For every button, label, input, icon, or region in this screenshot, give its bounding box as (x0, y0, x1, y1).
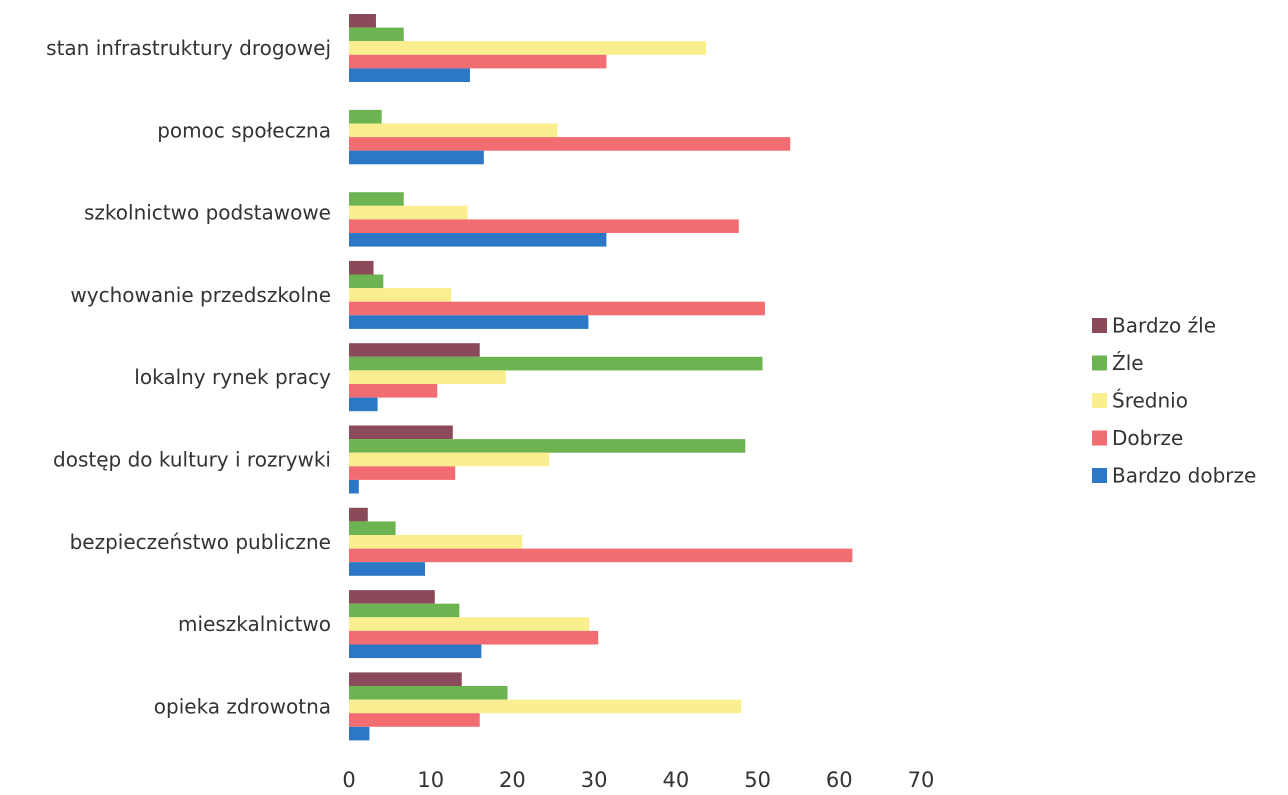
legend-label-dobrze: Dobrze (1112, 426, 1183, 450)
x-tick-label-40: 40 (662, 768, 689, 792)
bar-bardzo-zle-lokalny-rynek-pracy (349, 343, 480, 357)
bar-srednio-bezpieczenstwo-publiczne (349, 535, 523, 549)
category-label-szkolnictwo-podstawowe: szkolnictwo podstawowe (84, 201, 331, 225)
x-tick-label-0: 0 (342, 768, 355, 792)
legend-label-srednio: Średnio (1112, 389, 1188, 413)
bar-srednio-stan-infrastruktury-drogowej (349, 41, 707, 55)
bars-layer (349, 14, 853, 741)
bar-dobrze-stan-infrastruktury-drogowej (349, 54, 607, 69)
bar-bardzo-dobrze-pomoc-spoleczna (349, 150, 484, 165)
bar-bardzo-dobrze-lokalny-rynek-pracy (349, 397, 378, 412)
bar-zle-bezpieczenstwo-publiczne (349, 521, 396, 535)
bar-dobrze-lokalny-rynek-pracy (349, 384, 438, 398)
category-label-stan-infrastruktury-drogowej: stan infrastruktury drogowej (46, 36, 331, 60)
bar-bardzo-zle-stan-infrastruktury-drogowej (349, 14, 376, 28)
category-label-opieka-zdrowotna: opieka zdrowotna (154, 694, 331, 718)
bar-srednio-lokalny-rynek-pracy (349, 370, 506, 384)
bar-bardzo-dobrze-dostep-do-kultury-i-rozrywki (349, 479, 359, 494)
legend-label-bardzo-dobrze: Bardzo dobrze (1112, 464, 1256, 488)
legend-swatch-zle (1092, 355, 1107, 371)
bar-zle-lokalny-rynek-pracy (349, 356, 763, 371)
category-label-pomoc-spoleczna: pomoc społeczna (157, 118, 331, 142)
bar-zle-pomoc-spoleczna (349, 109, 382, 124)
category-label-wychowanie-przedszkolne: wychowanie przedszkolne (70, 283, 331, 307)
bar-dobrze-pomoc-spoleczna (349, 137, 791, 151)
bar-bardzo-dobrze-szkolnictwo-podstawowe (349, 233, 607, 247)
axis-layer: stan infrastruktury drogowej pomoc społec… (46, 36, 934, 792)
x-tick-label-60: 60 (826, 768, 853, 792)
bar-srednio-mieszkalnictwo (349, 617, 590, 631)
bar-bardzo-dobrze-stan-infrastruktury-drogowej (349, 68, 470, 82)
bar-dobrze-opieka-zdrowotna (349, 713, 480, 727)
bar-zle-szkolnictwo-podstawowe (349, 192, 404, 206)
bar-zle-opieka-zdrowotna (349, 686, 508, 700)
legend-label-zle: Źle (1112, 351, 1144, 375)
bar-zle-wychowanie-przedszkolne (349, 274, 384, 289)
bar-dobrze-dostep-do-kultury-i-rozrywki (349, 466, 456, 480)
bar-bardzo-zle-wychowanie-przedszkolne (349, 260, 374, 275)
category-label-bezpieczenstwo-publiczne: bezpieczeństwo publiczne (70, 530, 331, 554)
x-tick-label-50: 50 (744, 768, 771, 792)
bar-srednio-szkolnictwo-podstawowe (349, 205, 468, 220)
bar-bardzo-zle-opieka-zdrowotna (349, 672, 462, 686)
bar-dobrze-szkolnictwo-podstawowe (349, 219, 739, 233)
x-tick-label-30: 30 (581, 768, 608, 792)
bar-bardzo-dobrze-mieszkalnictwo (349, 644, 482, 659)
legend-label-bardzo-zle: Bardzo źle (1112, 314, 1216, 338)
bar-dobrze-wychowanie-przedszkolne (349, 301, 765, 316)
bar-srednio-dostep-do-kultury-i-rozrywki (349, 452, 550, 467)
legend-swatch-srednio (1092, 393, 1107, 408)
bar-srednio-wychowanie-przedszkolne (349, 288, 452, 302)
bar-srednio-opieka-zdrowotna (349, 699, 742, 714)
category-label-mieszkalnictwo: mieszkalnictwo (178, 612, 331, 636)
bar-zle-stan-infrastruktury-drogowej (349, 27, 404, 42)
bar-srednio-pomoc-spoleczna (349, 123, 558, 138)
bar-bardzo-zle-dostep-do-kultury-i-rozrywki (349, 425, 453, 440)
bar-bardzo-zle-bezpieczenstwo-publiczne (349, 507, 368, 522)
bar-bardzo-dobrze-bezpieczenstwo-publiczne (349, 562, 425, 576)
bar-bardzo-dobrze-opieka-zdrowotna (349, 726, 370, 741)
x-tick-label-20: 20 (499, 768, 526, 792)
bar-bardzo-zle-mieszkalnictwo (349, 590, 435, 604)
bar-dobrze-bezpieczenstwo-publiczne (349, 548, 853, 563)
legend-swatch-bardzo-zle (1092, 318, 1107, 333)
x-tick-label-10: 10 (417, 768, 444, 792)
legend-swatch-bardzo-dobrze (1092, 468, 1107, 483)
category-label-dostep-do-kultury-i-rozrywki: dostęp do kultury i rozrywki (53, 448, 331, 472)
bar-dobrze-mieszkalnictwo (349, 630, 599, 645)
legend-swatch-dobrze (1092, 430, 1107, 446)
legend: Bardzo źle Źle Średnio Dobrze Bardzo dobrze (1092, 314, 1256, 488)
x-tick-label-70: 70 (908, 768, 935, 792)
bar-zle-mieszkalnictwo (349, 603, 460, 618)
bar-zle-dostep-do-kultury-i-rozrywki (349, 439, 746, 453)
bar-bardzo-dobrze-wychowanie-przedszkolne (349, 315, 589, 329)
category-label-lokalny-rynek-pracy: lokalny rynek pracy (134, 365, 331, 389)
